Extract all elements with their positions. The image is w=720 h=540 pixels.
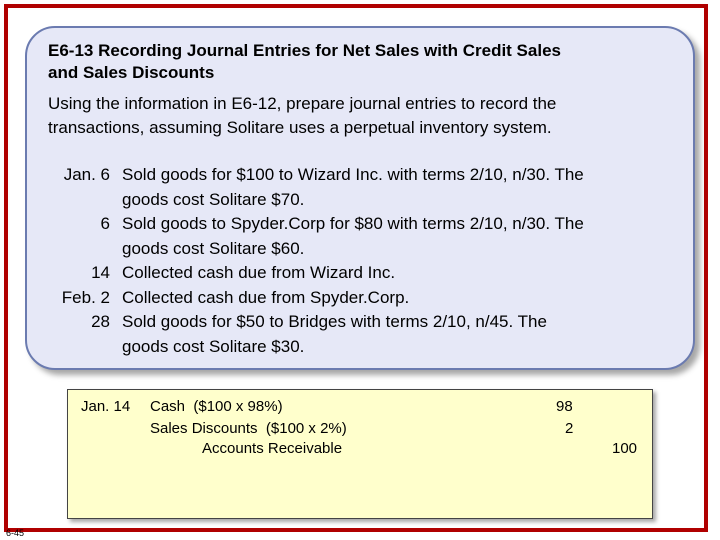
journal-entry-box: Jan. 14 Cash ($100 x 98%) 98 Sales Disco…	[67, 389, 653, 519]
transaction-description: Sold goods for $50 to Bridges with terms…	[122, 312, 547, 331]
transaction-description: Sold goods to Spyder.Corp for $80 with t…	[122, 214, 584, 233]
transaction-row: goods cost Solitare $60.	[44, 237, 684, 262]
transaction-description: Sold goods for $100 to Wizard Inc. with …	[122, 165, 584, 184]
transaction-row: Feb. 2 Collected cash due from Spyder.Co…	[44, 286, 684, 311]
transaction-date	[44, 335, 110, 360]
transaction-description: goods cost Solitare $70.	[122, 189, 305, 209]
transaction-row: 14 Collected cash due from Wizard Inc.	[44, 261, 684, 286]
transaction-date	[44, 188, 110, 213]
journal-account-debit-2: Sales Discounts ($100 x 2%)	[150, 420, 347, 437]
journal-debit-amount: 2	[565, 420, 574, 437]
transaction-description: Collected cash due from Wizard Inc.	[122, 263, 396, 282]
transaction-date	[44, 237, 110, 262]
transaction-description: goods cost Solitare $60.	[122, 238, 305, 258]
transaction-date: 14	[91, 263, 110, 282]
transaction-description: Collected cash due from Spyder.Corp.	[122, 287, 410, 307]
exercise-title: E6-13 Recording Journal Entries for Net …	[48, 40, 668, 84]
journal-credit-amount: 100	[612, 440, 638, 457]
intro-line-2: transactions, assuming Solitare uses a p…	[48, 118, 552, 137]
exercise-instructions: Using the information in E6-12, prepare …	[48, 92, 678, 140]
transaction-list: Jan. 6 Sold goods for $100 to Wizard Inc…	[44, 163, 684, 359]
page-number: 6-45	[6, 528, 25, 538]
transaction-description: goods cost Solitare $30.	[122, 336, 305, 356]
intro-line-1: Using the information in E6-12, prepare …	[48, 94, 557, 113]
transaction-date: 28	[91, 312, 110, 331]
journal-account-debit-1: Cash ($100 x 98%)	[150, 398, 283, 415]
transaction-row: Jan. 6 Sold goods for $100 to Wizard Inc…	[44, 163, 684, 188]
problem-box	[25, 26, 695, 370]
transaction-row: goods cost Solitare $30.	[44, 335, 684, 360]
title-line-2: and Sales Discounts	[48, 63, 215, 82]
journal-date: Jan. 14	[81, 398, 131, 415]
journal-debit-amount: 98	[556, 398, 573, 415]
journal-account-credit: Accounts Receivable	[202, 440, 343, 457]
slide-frame	[4, 4, 708, 532]
title-line-1: E6-13 Recording Journal Entries for Net …	[48, 41, 561, 60]
transaction-row: 6 Sold goods to Spyder.Corp for $80 with…	[44, 212, 684, 237]
transaction-date: 6	[100, 214, 110, 233]
transaction-date: Jan. 6	[63, 165, 110, 184]
transaction-date: Feb. 2	[61, 287, 110, 307]
transaction-row: goods cost Solitare $70.	[44, 188, 684, 213]
transaction-row: 28 Sold goods for $50 to Bridges with te…	[44, 310, 684, 335]
